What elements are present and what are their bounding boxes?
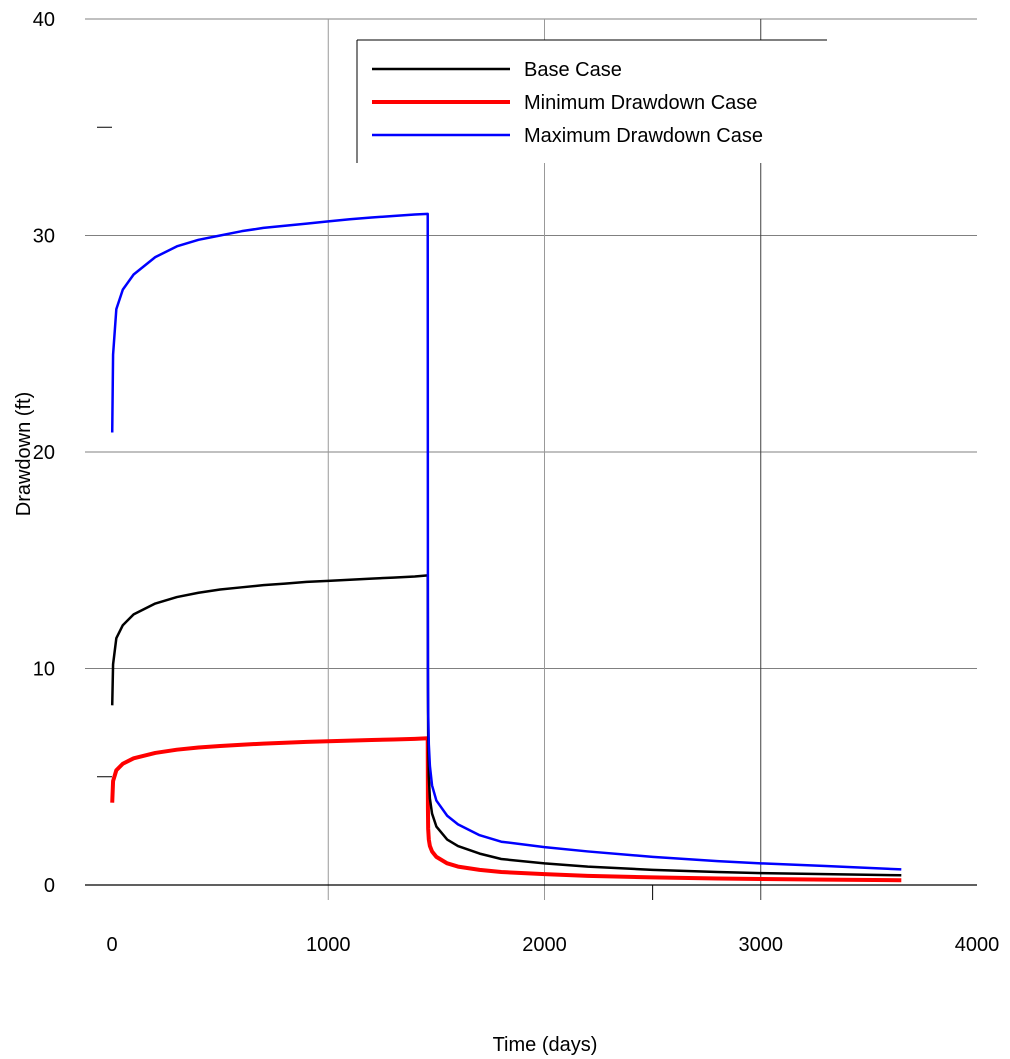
y-tick-label-1: 10	[33, 659, 55, 681]
y-tick-label-0: 0	[44, 875, 55, 897]
x-tick-label-0: 0	[106, 934, 117, 956]
legend-label-2: Maximum Drawdown Case	[524, 125, 763, 147]
x-tick-label-4: 4000	[955, 934, 1000, 956]
y-tick-label-2: 20	[33, 442, 55, 464]
legend: Base Case Minimum Drawdown Case Maximum Dr…	[356, 39, 827, 163]
series-lines	[110, 212, 902, 883]
legend-label-0: Base Case	[524, 59, 622, 81]
series-line-2	[110, 212, 902, 871]
y-tick-label-4: 40	[33, 9, 55, 31]
series-line-1	[110, 736, 902, 883]
x-tick-label-3: 3000	[739, 934, 784, 956]
x-tick-label-2: 2000	[522, 934, 567, 956]
y-axis-label: Drawdown (ft)	[13, 392, 35, 516]
x-axis-label: Time (days)	[493, 1034, 598, 1056]
y-tick-label-3: 30	[33, 226, 55, 248]
grid-lines	[85, 18, 977, 900]
legend-label-1: Minimum Drawdown Case	[524, 92, 757, 114]
series-line-0	[110, 574, 902, 877]
tick-labels: 0 10 20 30 40 0 1000 2000 3000 4000	[33, 9, 1000, 956]
x-tick-label-1: 1000	[306, 934, 351, 956]
